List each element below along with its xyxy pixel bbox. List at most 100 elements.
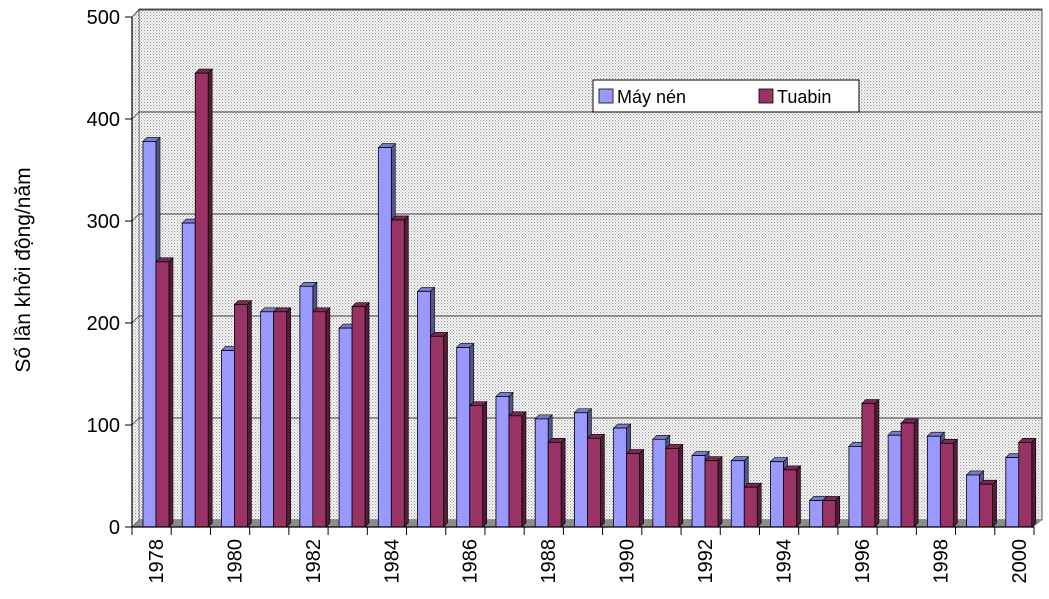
bar-tuabin-1986 <box>469 400 488 528</box>
bar-side <box>639 448 644 528</box>
bar-front <box>456 347 471 528</box>
bar-front <box>691 455 706 528</box>
bar-front <box>848 446 863 528</box>
bar-side <box>874 398 880 528</box>
bar-side <box>717 455 723 528</box>
bar-tuabin-1991 <box>665 443 684 528</box>
bar-side <box>482 400 488 528</box>
bar-tuabin-1983 <box>351 301 370 528</box>
bar-front <box>430 335 444 528</box>
bar-side <box>168 257 174 528</box>
bar-front <box>822 500 837 528</box>
bar-side <box>1031 437 1037 528</box>
bar-front <box>652 438 667 528</box>
bar-side <box>404 215 409 528</box>
bar-front <box>312 311 327 528</box>
axes <box>131 17 1034 528</box>
legend-label: Tuabin <box>777 87 831 107</box>
x-tick-label: 1986 <box>460 539 482 584</box>
legend-label: Máy nén <box>617 87 686 107</box>
bar-front <box>887 434 902 528</box>
bar-front <box>351 306 366 528</box>
bars <box>142 68 1037 528</box>
bar-side <box>247 299 252 528</box>
bar-front <box>979 483 993 528</box>
bar-front <box>547 441 562 528</box>
gridline-side <box>131 417 140 426</box>
bar-side <box>678 443 684 528</box>
y-tick-label: 500 <box>87 7 120 29</box>
bar-front <box>194 72 209 528</box>
bar-tuabin-1980 <box>233 299 253 528</box>
bar-tuabin-2000 <box>1018 437 1037 528</box>
bar-side <box>953 438 958 528</box>
bar-front <box>508 415 523 528</box>
bar-tuabin-1997 <box>900 418 919 528</box>
x-tick-label: 1980 <box>224 539 246 584</box>
bar-front <box>377 147 392 528</box>
bar-tuabin-1979 <box>194 68 213 528</box>
bar-front <box>260 311 275 528</box>
y-tick-label: 100 <box>87 415 120 437</box>
legend-box <box>592 79 860 113</box>
bar-tuabin-1987 <box>508 411 527 528</box>
bar-side <box>443 331 448 528</box>
bar-side <box>560 437 566 528</box>
bar-front <box>1005 457 1020 528</box>
bar-tuabin-1984 <box>390 215 410 528</box>
bar-front <box>900 422 915 528</box>
y-axis-title: Số lần khởi động/năm <box>12 167 35 372</box>
x-tick-label: 1982 <box>303 539 325 584</box>
x-tick-label: 1996 <box>852 539 874 584</box>
bar-tuabin-1990 <box>625 448 645 528</box>
bar-front <box>221 350 235 528</box>
bar-tuabin-1995 <box>821 495 841 528</box>
y-tick-label: 300 <box>87 211 120 233</box>
legend-swatch <box>758 88 774 104</box>
bar-front <box>417 290 431 528</box>
gridline-side <box>131 315 140 324</box>
bar-tuabin-1999 <box>978 479 998 528</box>
bar-front <box>534 418 549 528</box>
bar-front <box>743 486 758 528</box>
y-tick-label: 200 <box>87 313 120 335</box>
bar-side <box>992 479 997 528</box>
bar-front <box>926 435 941 528</box>
bar-tuabin-1985 <box>429 331 449 528</box>
bar-front <box>809 500 824 528</box>
bar-front <box>469 405 484 528</box>
bar-front <box>573 412 588 528</box>
side-wall <box>131 8 140 528</box>
bar-front <box>495 396 510 528</box>
bar-front <box>704 460 719 528</box>
bar-tuabin-1998 <box>939 438 959 528</box>
bar-front <box>626 453 641 528</box>
bar-tuabin-1981 <box>272 307 292 528</box>
bar-front <box>861 403 876 528</box>
bar-side <box>600 433 605 528</box>
x-tick-label: 2000 <box>1009 539 1031 584</box>
bar-side <box>913 418 919 528</box>
gridline-side <box>131 213 140 222</box>
bar-front <box>142 141 157 528</box>
bar-front <box>1018 441 1033 528</box>
bar-front <box>586 437 601 528</box>
y-tick-label: 400 <box>87 109 120 131</box>
bar-front <box>783 469 797 528</box>
bar-front <box>966 474 980 528</box>
x-tick-label: 1988 <box>538 539 560 584</box>
bar-front <box>390 219 405 528</box>
bar-side <box>835 495 840 528</box>
bar-front <box>299 285 314 528</box>
bar-side <box>325 307 331 528</box>
legend-swatch <box>598 88 614 104</box>
bar-tuabin-1994 <box>782 465 802 528</box>
bar-tuabin-1993 <box>743 482 762 528</box>
bar-tuabin-1982 <box>312 307 331 528</box>
bar-front <box>234 304 248 528</box>
bar-side <box>286 307 291 528</box>
bar-side <box>756 482 762 528</box>
bar-front <box>730 460 745 528</box>
bar-side <box>364 301 370 528</box>
